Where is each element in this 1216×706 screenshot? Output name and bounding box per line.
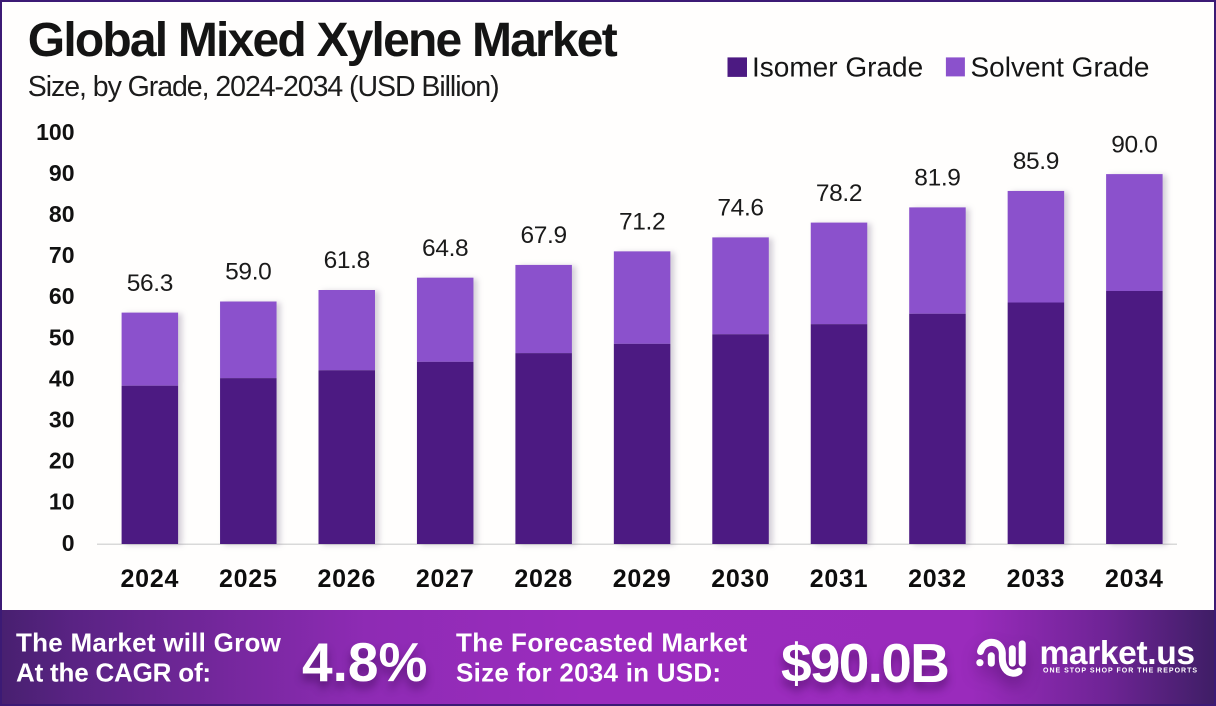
svg-text:2027: 2027 — [416, 565, 475, 593]
svg-text:60: 60 — [49, 283, 75, 309]
svg-text:0: 0 — [62, 530, 75, 556]
svg-text:90: 90 — [49, 160, 75, 186]
svg-text:market.us: market.us — [1040, 635, 1195, 672]
svg-text:2031: 2031 — [810, 565, 869, 593]
svg-text:61.8: 61.8 — [324, 247, 370, 274]
svg-text:67.9: 67.9 — [521, 222, 567, 249]
svg-text:71.2: 71.2 — [619, 209, 665, 236]
svg-text:74.6: 74.6 — [717, 195, 763, 222]
svg-text:85.9: 85.9 — [1013, 148, 1059, 175]
svg-text:2029: 2029 — [613, 565, 672, 593]
svg-text:2024: 2024 — [121, 565, 180, 593]
svg-text:Isomer Grade: Isomer Grade — [752, 52, 923, 83]
svg-text:81.9: 81.9 — [914, 165, 960, 192]
svg-text:2034: 2034 — [1105, 565, 1164, 593]
svg-text:10: 10 — [49, 489, 75, 515]
svg-text:$90.0B: $90.0B — [781, 632, 948, 694]
svg-text:ONE STOP SHOP FOR THE REPORTS: ONE STOP SHOP FOR THE REPORTS — [1043, 668, 1198, 675]
svg-text:2026: 2026 — [317, 565, 376, 593]
svg-text:2025: 2025 — [219, 565, 278, 593]
svg-text:At the CAGR of:: At the CAGR of: — [16, 657, 211, 687]
svg-text:2032: 2032 — [908, 565, 967, 593]
svg-text:4.8%: 4.8% — [302, 631, 427, 693]
svg-text:50: 50 — [49, 324, 75, 350]
svg-text:2030: 2030 — [711, 565, 770, 593]
svg-text:20: 20 — [49, 448, 75, 474]
svg-text:100: 100 — [36, 119, 74, 145]
svg-text:30: 30 — [49, 407, 75, 433]
svg-text:64.8: 64.8 — [422, 235, 468, 262]
svg-text:Size, by Grade, 2024-2034 (USD: Size, by Grade, 2024-2034 (USD Billion) — [28, 71, 499, 103]
svg-text:2028: 2028 — [514, 565, 573, 593]
svg-text:40: 40 — [49, 365, 75, 391]
svg-text:The Forecasted Market: The Forecasted Market — [456, 627, 748, 657]
svg-text:Solvent Grade: Solvent Grade — [971, 52, 1150, 83]
svg-text:56.3: 56.3 — [127, 270, 173, 297]
svg-text:90.0: 90.0 — [1111, 131, 1157, 158]
svg-text:The Market will Grow: The Market will Grow — [16, 627, 282, 657]
svg-text:Global Mixed Xylene Market: Global Mixed Xylene Market — [28, 14, 618, 67]
svg-text:2033: 2033 — [1007, 565, 1066, 593]
svg-text:70: 70 — [49, 242, 75, 268]
svg-text:78.2: 78.2 — [816, 180, 862, 207]
svg-text:80: 80 — [49, 201, 75, 227]
svg-text:Size for 2034 in USD:: Size for 2034 in USD: — [456, 657, 721, 687]
svg-text:59.0: 59.0 — [225, 259, 271, 286]
